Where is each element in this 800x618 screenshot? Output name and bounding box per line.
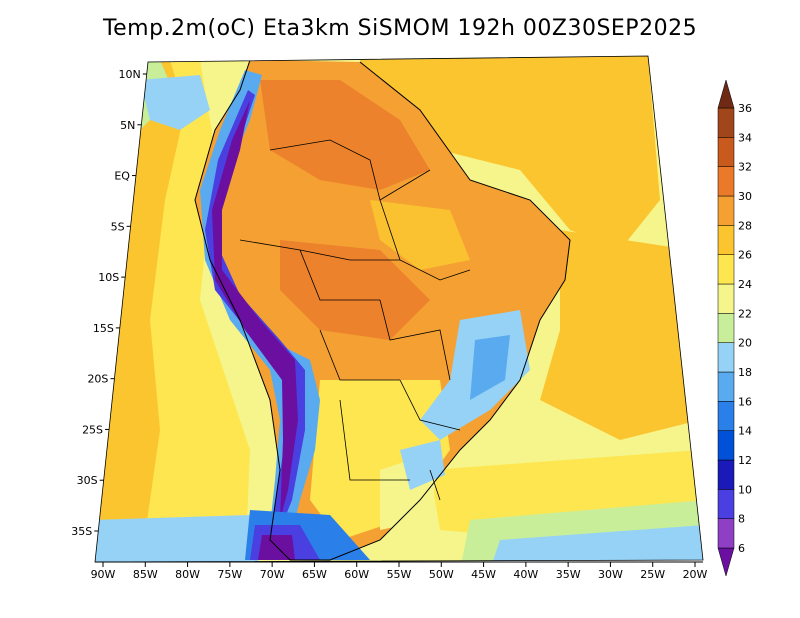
x-tick-label: 40W: [513, 568, 538, 581]
colorbar-segment: [717, 137, 735, 167]
axes: 90W 85W 80W 75W 70W 65W 60W 55W 50W 45W 40W 35W 30W 2…: [71, 68, 707, 581]
colorbar-label: 24: [738, 278, 752, 291]
colorbar-label: 12: [738, 454, 752, 467]
y-tick-label: 30S: [77, 474, 98, 487]
colorbar-label: 22: [738, 307, 752, 320]
colorbar-segment: [717, 518, 735, 549]
x-tick-label: 75W: [217, 568, 242, 581]
y-tick-label: 20S: [87, 373, 108, 386]
y-tick-label: 25S: [82, 423, 103, 436]
colorbar-segment: [717, 254, 735, 285]
colorbar-label: 10: [738, 483, 752, 496]
x-tick-label: 80W: [175, 568, 200, 581]
colorbar-label: 18: [738, 366, 752, 379]
colorbar-label: 34: [738, 131, 752, 144]
colorbar: 6 8 10 12 14 16 18 20 22 24 26 28 30 32 34 36: [717, 79, 752, 577]
y-tick-label: 15S: [93, 322, 114, 335]
y-tick-label: 5S: [111, 220, 125, 233]
x-tick-label: 60W: [344, 568, 369, 581]
colorbar-segment: [717, 225, 735, 255]
colorbar-label: 28: [738, 219, 752, 232]
x-tick-label: 45W: [471, 568, 496, 581]
colorbar-segment: [717, 166, 735, 197]
x-tick-label: 50W: [429, 568, 454, 581]
y-tick-label: 35S: [71, 525, 92, 538]
colorbar-segment: [717, 107, 735, 138]
colorbar-segment: [717, 195, 735, 226]
x-tick-label: 90W: [91, 568, 116, 581]
x-tick-label: 70W: [260, 568, 285, 581]
colorbar-segment: [717, 430, 735, 461]
y-tick-label: 10N: [118, 68, 140, 81]
y-tick-label: 10S: [98, 271, 119, 284]
colorbar-segment: [717, 371, 735, 402]
colorbar-label: 14: [738, 425, 752, 438]
y-tick-label: EQ: [114, 170, 130, 183]
map-title: Temp.2m(oC) Eta3km SiSMOM 192h 00Z30SEP2…: [102, 16, 698, 41]
colorbar-segment: [717, 283, 735, 314]
x-tick-label: 30W: [598, 568, 623, 581]
y-tick-label: 5N: [120, 119, 135, 132]
colorbar-segment: [717, 342, 735, 373]
x-tick-label: 65W: [302, 568, 327, 581]
colorbar-label: 20: [738, 337, 752, 350]
colorbar-segment: [717, 459, 735, 490]
colorbar-label: 26: [738, 249, 752, 262]
x-tick-label: 85W: [133, 568, 158, 581]
colorbar-arrow-low: [717, 547, 735, 577]
x-tick-label: 55W: [387, 568, 412, 581]
colorbar-segment: [717, 313, 735, 343]
colorbar-label: 32: [738, 161, 752, 174]
colorbar-segment: [717, 489, 735, 519]
colorbar-label: 36: [738, 102, 752, 115]
map-domain: [95, 56, 703, 562]
colorbar-segment: [717, 401, 735, 431]
x-tick-label: 35W: [556, 568, 581, 581]
colorbar-label: 6: [738, 542, 745, 555]
colorbar-label: 16: [738, 395, 752, 408]
x-tick-label: 25W: [640, 568, 665, 581]
colorbar-arrow-high: [717, 79, 735, 109]
x-tick-label: 20W: [683, 568, 708, 581]
colorbar-label: 30: [738, 190, 752, 203]
colorbar-label: 8: [738, 513, 745, 526]
